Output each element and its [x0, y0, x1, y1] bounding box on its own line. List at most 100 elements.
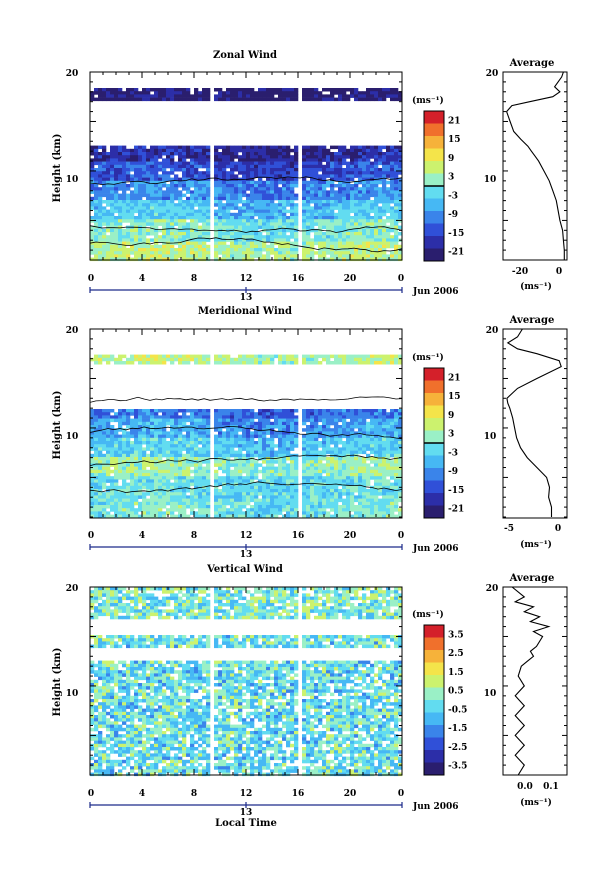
heatmap-cell [262, 161, 267, 166]
heatmap-cell [394, 450, 399, 455]
heatmap-cell [258, 441, 263, 445]
heatmap-cell [102, 254, 107, 258]
heatmap-cell [178, 203, 183, 207]
heatmap-cell [162, 441, 167, 445]
heatmap-cell [358, 441, 363, 445]
heatmap-cell [374, 469, 379, 474]
heatmap-cell [134, 209, 139, 214]
heatmap-cell [358, 174, 363, 178]
heatmap-cell [130, 244, 135, 249]
heatmap-cell [170, 482, 175, 487]
heatmap-cell [302, 232, 307, 236]
heatmap-cell [270, 469, 275, 474]
heatmap-cell [178, 425, 183, 429]
heatmap-cell [266, 476, 271, 480]
heatmap-cell [122, 161, 127, 166]
heatmap-cell [178, 155, 183, 159]
heatmap-cell [142, 437, 147, 442]
heatmap-cell [374, 193, 379, 198]
heatmap-cell [250, 193, 255, 198]
heatmap-cell [102, 216, 107, 220]
heatmap-cell [170, 94, 175, 98]
heatmap-cell [386, 257, 391, 262]
heatmap-cell [174, 421, 179, 426]
heatmap-cell [330, 437, 335, 442]
heatmap-cell [246, 212, 251, 217]
heatmap-cell [146, 482, 151, 487]
heatmap-cell [222, 209, 227, 214]
heatmap-cell [382, 444, 387, 448]
heatmap-cell [322, 248, 327, 252]
heatmap-cell [202, 209, 207, 214]
heatmap-cell [170, 354, 175, 359]
heatmap-cell [198, 94, 203, 98]
heatmap-cell [322, 97, 327, 102]
heatmap-cell [194, 155, 199, 159]
heatmap-cell [326, 164, 331, 169]
heatmap-cell [294, 219, 299, 223]
heatmap-cell [134, 190, 139, 194]
heatmap-cell [274, 164, 279, 169]
heatmap-cell [286, 357, 291, 362]
heatmap-cell [234, 206, 239, 210]
heatmap-cell [306, 409, 311, 413]
heatmap-cell [198, 155, 203, 159]
heatmap-cell [138, 441, 143, 445]
heatmap-cell [278, 209, 283, 214]
heatmap-cell [362, 190, 367, 194]
heatmap-cell [158, 193, 163, 198]
heatmap-cell [386, 434, 391, 439]
heatmap-cell [106, 460, 111, 464]
heatmap-cell [246, 222, 251, 226]
heatmap-cell [290, 164, 295, 169]
heatmap-cell [118, 485, 123, 490]
heatmap-cell [346, 457, 351, 461]
heatmap-cell [330, 225, 335, 230]
heatmap-cell [306, 209, 311, 214]
heatmap-cell [174, 463, 179, 467]
heatmap-cell [230, 235, 235, 239]
heatmap-cell [370, 257, 375, 262]
heatmap-cell [198, 457, 203, 461]
heatmap-cell [130, 412, 135, 416]
heatmap-cell [334, 251, 339, 255]
heatmap-cell [194, 409, 199, 413]
heatmap-cell [266, 158, 271, 162]
heatmap-cell [170, 171, 175, 175]
heatmap-cell [130, 431, 135, 435]
heatmap-cell [338, 232, 343, 236]
heatmap-cell [330, 232, 335, 236]
heatmap-cell [170, 409, 175, 413]
heatmap-cell [94, 216, 99, 220]
heatmap-cell [234, 190, 239, 194]
heatmap-cell [114, 190, 119, 194]
heatmap-cell [98, 482, 103, 487]
heatmap-cell [398, 171, 403, 175]
heatmap-cell [222, 469, 227, 474]
heatmap-cell [394, 152, 399, 156]
heatmap-cell [194, 434, 199, 439]
heatmap-cell [362, 180, 367, 185]
heatmap-cell [202, 196, 207, 201]
heatmap-cell [118, 148, 123, 153]
heatmap-cell [242, 225, 247, 230]
heatmap-cell [150, 463, 155, 467]
heatmap-cell [94, 148, 99, 153]
heatmap-cell [130, 354, 135, 359]
heatmap-cell [350, 479, 355, 483]
heatmap-cell [238, 463, 243, 467]
heatmap-cell [266, 473, 271, 477]
heatmap-cell [346, 251, 351, 255]
heatmap-cell [174, 457, 179, 461]
heatmap-cell [386, 94, 391, 98]
heatmap-cell [282, 228, 287, 233]
heatmap-cell [222, 203, 227, 207]
heatmap-cell [234, 415, 239, 419]
heatmap-cell [102, 437, 107, 442]
heatmap-cell [370, 222, 375, 226]
heatmap-cell [202, 241, 207, 246]
heatmap-cell [162, 174, 167, 178]
heatmap-cell [150, 148, 155, 153]
heatmap-cell [330, 457, 335, 461]
heatmap-cell [394, 251, 399, 255]
